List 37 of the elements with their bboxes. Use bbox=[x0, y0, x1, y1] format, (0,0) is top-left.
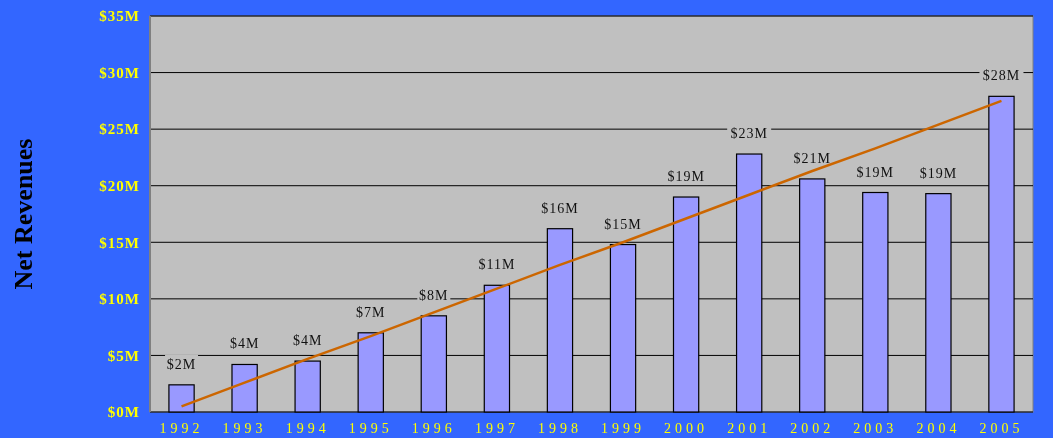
data-label: $16M bbox=[541, 200, 579, 216]
data-label: $19M bbox=[919, 165, 958, 181]
data-label: $19M bbox=[667, 169, 705, 185]
y-tick-label: $20M bbox=[99, 177, 140, 194]
x-tick-label: 1994 bbox=[285, 421, 330, 436]
x-tick-label: 2003 bbox=[853, 421, 898, 436]
x-tick-label: 1993 bbox=[222, 421, 267, 436]
data-label: $19M bbox=[856, 164, 895, 180]
y-tick-label: $30M bbox=[99, 64, 140, 81]
x-tick-label: 1998 bbox=[537, 421, 582, 436]
x-tick-label: 2001 bbox=[727, 421, 772, 436]
x-tick-label: 1995 bbox=[348, 421, 393, 436]
x-tick-label: 2000 bbox=[664, 421, 709, 436]
data-label: $21M bbox=[793, 150, 831, 166]
x-tick-label: 1997 bbox=[474, 421, 519, 436]
y-axis-title: Net Revenues bbox=[9, 138, 38, 290]
data-label: $8M bbox=[419, 287, 449, 303]
y-tick-label: $10M bbox=[99, 291, 140, 308]
data-label: $2M bbox=[166, 356, 197, 372]
data-label: $23M bbox=[730, 126, 768, 142]
x-tick-label: 2004 bbox=[916, 421, 961, 436]
y-tick-label: $5M bbox=[107, 347, 140, 364]
y-tick-label: $0M bbox=[107, 404, 140, 421]
x-tick-label: 1999 bbox=[601, 421, 646, 436]
data-label: $28M bbox=[982, 68, 1021, 84]
data-label: $4M bbox=[229, 336, 260, 352]
y-tick-label: $35M bbox=[99, 8, 140, 25]
y-tick-label: $15M bbox=[99, 234, 140, 251]
data-label: $4M bbox=[292, 333, 323, 349]
y-tick-label: $25M bbox=[99, 121, 140, 138]
x-tick-label: 2005 bbox=[979, 421, 1024, 436]
x-tick-label: 1996 bbox=[411, 421, 456, 436]
data-label: $11M bbox=[478, 257, 516, 273]
x-tick-label: 1992 bbox=[159, 421, 204, 436]
data-label: $15M bbox=[604, 216, 642, 232]
data-label: $7M bbox=[356, 304, 386, 320]
x-tick-label: 2002 bbox=[790, 421, 835, 436]
